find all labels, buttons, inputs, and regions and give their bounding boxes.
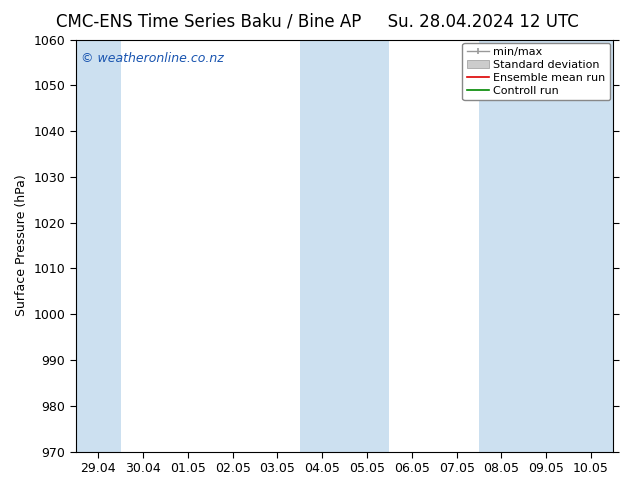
Bar [300, 40, 389, 452]
Bar [76, 40, 120, 452]
Legend: min/max, Standard deviation, Ensemble mean run, Controll run: min/max, Standard deviation, Ensemble me… [462, 43, 610, 100]
Y-axis label: Surface Pressure (hPa): Surface Pressure (hPa) [15, 175, 28, 317]
Bar [479, 40, 614, 452]
Text: CMC-ENS Time Series Baku / Bine AP     Su. 28.04.2024 12 UTC: CMC-ENS Time Series Baku / Bine AP Su. 2… [56, 12, 578, 30]
Text: © weatheronline.co.nz: © weatheronline.co.nz [81, 52, 224, 65]
